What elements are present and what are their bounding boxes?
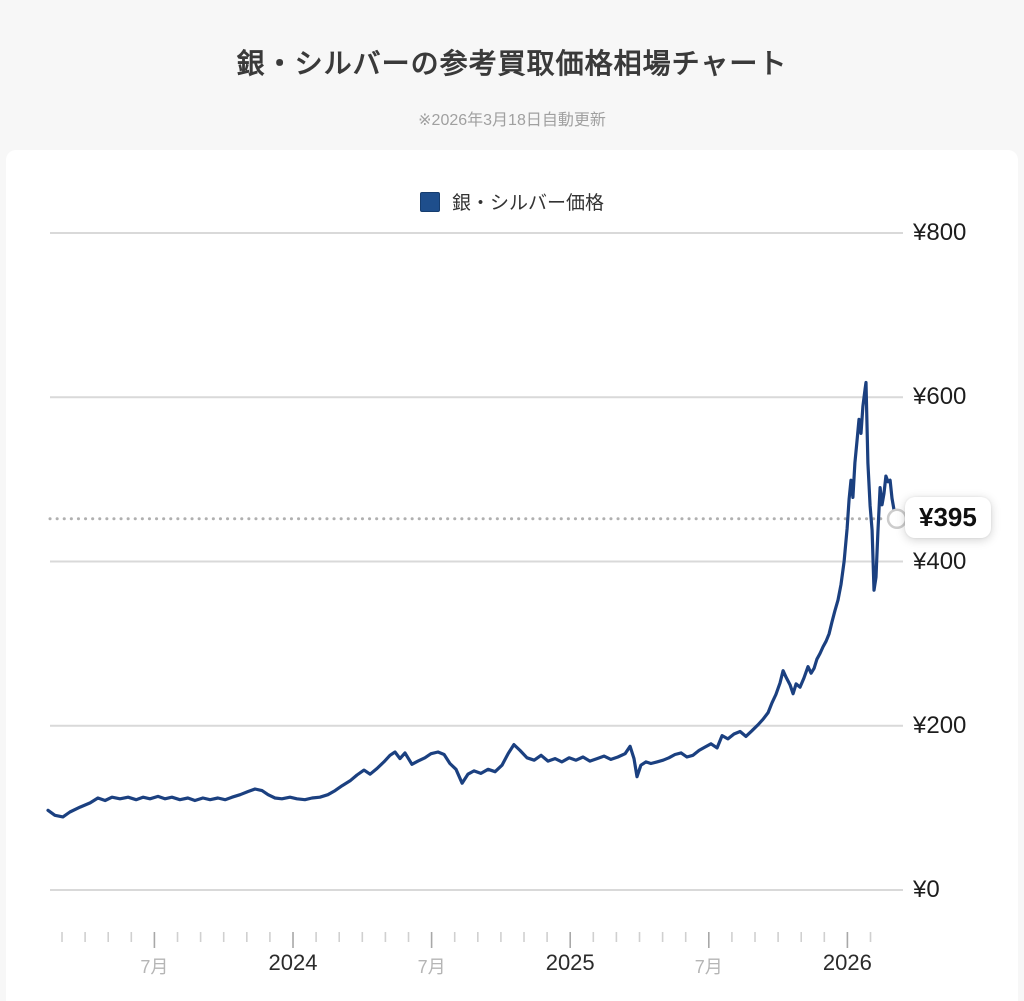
y-axis-label: ¥400 <box>913 547 967 575</box>
y-axis-label: ¥200 <box>913 711 967 739</box>
x-axis-month-label: 7月 <box>140 957 169 977</box>
y-axis-label: ¥0 <box>913 876 940 903</box>
last-point-marker[interactable] <box>886 508 908 530</box>
x-axis-year-label: 2025 <box>545 950 595 975</box>
current-price-value: ¥395 <box>919 502 977 532</box>
legend-swatch-icon <box>419 191 440 212</box>
x-axis-month-label: 7月 <box>417 957 446 977</box>
x-axis-year-label: 2024 <box>268 950 318 975</box>
x-axis-month-label: 7月 <box>694 957 723 977</box>
silver-price-line[interactable] <box>46 380 899 819</box>
page-title: 銀・シルバーの参考買取価格相場チャート <box>236 48 788 79</box>
current-price-badge: ¥395 <box>905 497 991 538</box>
update-note: ※2026年3月18日自動更新 <box>418 112 606 129</box>
legend-label: 銀・シルバー価格 <box>451 193 604 214</box>
y-axis-label: ¥600 <box>913 383 967 411</box>
chart-card <box>6 150 1018 1001</box>
chart-legend[interactable]: 銀・シルバー価格 <box>0 188 1024 215</box>
y-axis-label: ¥800 <box>913 219 967 246</box>
x-axis-year-label: 2026 <box>822 950 872 975</box>
